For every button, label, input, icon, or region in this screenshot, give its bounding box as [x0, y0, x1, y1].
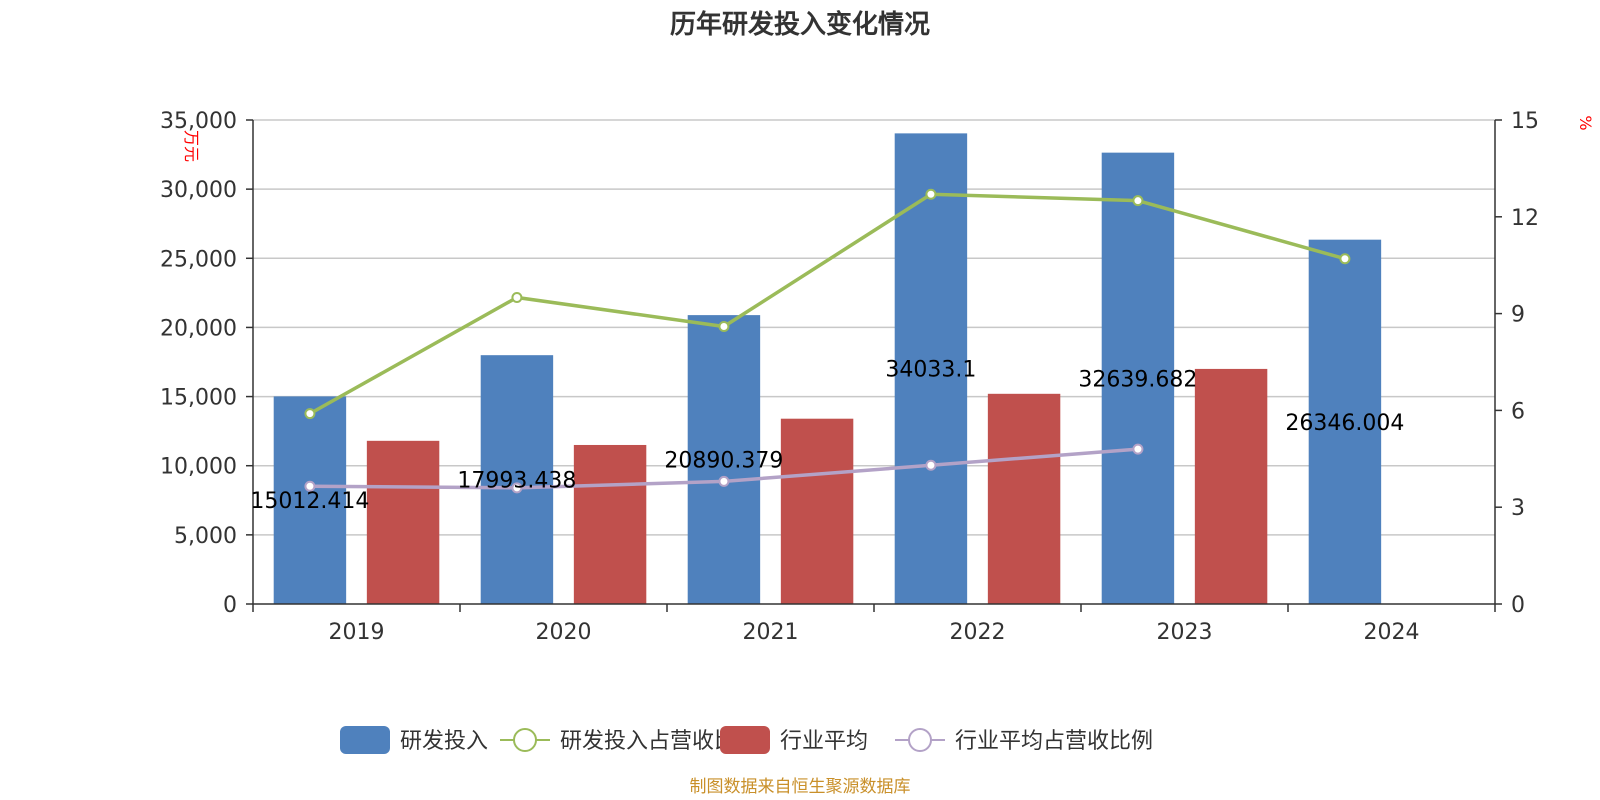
- y-left-tick-label: 5,000: [174, 524, 237, 549]
- y-right-unit: %: [1576, 115, 1595, 130]
- data-label: 15012.414: [250, 489, 369, 514]
- y-right-tick-label: 6: [1511, 399, 1525, 424]
- chart-title: 历年研发投入变化情况: [670, 9, 930, 40]
- source-note: 制图数据来自恒生聚源数据库: [690, 777, 911, 797]
- y-left-tick-label: 15,000: [160, 386, 237, 411]
- line-point: [304, 480, 316, 492]
- x-tick-label: 2023: [1157, 620, 1213, 645]
- line-point: [1132, 195, 1144, 207]
- legend-label: 行业平均占营收比例: [955, 729, 1153, 754]
- x-tick-label: 2024: [1364, 620, 1420, 645]
- axes: 0 5,000 10,000 15,000 20,000 25,000 30,000 35,0…: [160, 109, 1539, 645]
- y-right-tick-label: 9: [1511, 303, 1525, 328]
- line-point: [1339, 253, 1351, 265]
- bar: [1101, 152, 1175, 604]
- y-right-tick-label: 0: [1511, 593, 1525, 618]
- bar: [366, 440, 440, 604]
- y-right-tick-label: 15: [1511, 109, 1539, 134]
- bar: [273, 396, 347, 604]
- bar: [894, 133, 968, 604]
- y-left-unit: 万元: [182, 130, 201, 162]
- y-left-tick-label: 10,000: [160, 455, 237, 480]
- legend-marker: [908, 728, 932, 752]
- bar: [687, 315, 761, 604]
- bar: [480, 355, 554, 604]
- x-tick-label: 2020: [536, 620, 592, 645]
- legend-label: 研发投入: [400, 729, 488, 754]
- x-tick-label: 2021: [743, 620, 799, 645]
- legend-label: 行业平均: [780, 729, 868, 754]
- data-label: 26346.004: [1285, 411, 1404, 436]
- legend-swatch: [340, 726, 390, 754]
- legend: 研发投入 研发投入占营收比例 行业平均 行业平均占营收比例: [340, 726, 1153, 754]
- x-tick-label: 2019: [329, 620, 385, 645]
- y-left-tick-label: 35,000: [160, 109, 237, 134]
- line-point: [925, 459, 937, 471]
- line-point: [1132, 443, 1144, 455]
- y-left-tick-label: 30,000: [160, 178, 237, 203]
- bar: [1308, 239, 1382, 604]
- data-labels: 15012.414 17993.438 20890.379 34033.1 32639.…: [250, 358, 1404, 515]
- x-tick-label: 2022: [950, 620, 1006, 645]
- series-line: [309, 192, 1346, 416]
- y-right-tick-label: 12: [1511, 206, 1539, 231]
- y-left-tick-label: 0: [223, 593, 237, 618]
- data-label: 32639.682: [1078, 367, 1197, 392]
- line-point: [718, 475, 730, 487]
- y-left-tick-label: 25,000: [160, 247, 237, 272]
- line-point: [304, 408, 316, 420]
- y-right-tick-label: 3: [1511, 496, 1525, 521]
- line-point: [511, 291, 523, 303]
- bar: [987, 393, 1061, 604]
- bar: [780, 418, 854, 604]
- line-point: [718, 321, 730, 333]
- lines: [304, 188, 1351, 494]
- data-label: 17993.438: [457, 469, 576, 494]
- legend-marker: [513, 728, 537, 752]
- legend-swatch: [720, 726, 770, 754]
- y-left-tick-label: 20,000: [160, 316, 237, 341]
- line-point: [925, 188, 937, 200]
- bar: [573, 444, 647, 604]
- bars: [273, 133, 1382, 604]
- data-label: 20890.379: [664, 449, 783, 474]
- line-point: [511, 482, 523, 494]
- data-label: 34033.1: [885, 358, 976, 383]
- bar: [1194, 368, 1268, 604]
